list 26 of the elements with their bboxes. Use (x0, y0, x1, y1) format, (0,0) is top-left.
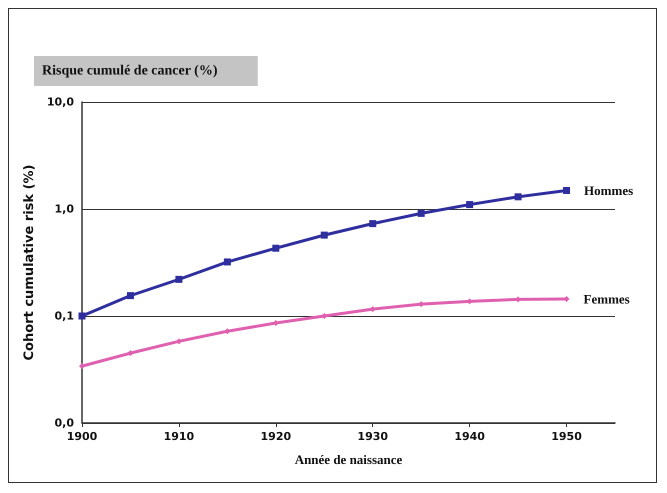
y-axis-title: Cohort cumulative risk (%) (22, 164, 37, 360)
point (514, 193, 522, 200)
y-tick-label: 0,0 (54, 416, 74, 430)
point (563, 186, 570, 194)
point (272, 244, 280, 252)
y-tick-label: 1,0 (54, 202, 74, 216)
y-tick-label: 0,1 (54, 310, 74, 322)
point (466, 201, 474, 208)
x-tick-label: 1910 (164, 430, 195, 443)
x-tick-label: 1930 (357, 430, 388, 443)
point (320, 232, 328, 239)
point (224, 258, 231, 266)
x-tick-label: 1950 (551, 430, 582, 443)
point (418, 210, 425, 217)
chart-title: Risque cumulé de cancer (%) (42, 64, 218, 78)
point (78, 312, 86, 320)
point (175, 276, 182, 283)
point (126, 292, 134, 300)
series-label: Hommes (584, 182, 634, 198)
x-tick-label: 1920 (260, 430, 292, 443)
x-tick-label: 1900 (66, 430, 98, 443)
x-tick-label: 1940 (454, 430, 486, 443)
series-label: Femmes (584, 292, 630, 307)
x-axis-title: Année de naissance (294, 452, 403, 467)
point (369, 220, 376, 228)
y-tick-label: 10,0 (46, 96, 74, 108)
